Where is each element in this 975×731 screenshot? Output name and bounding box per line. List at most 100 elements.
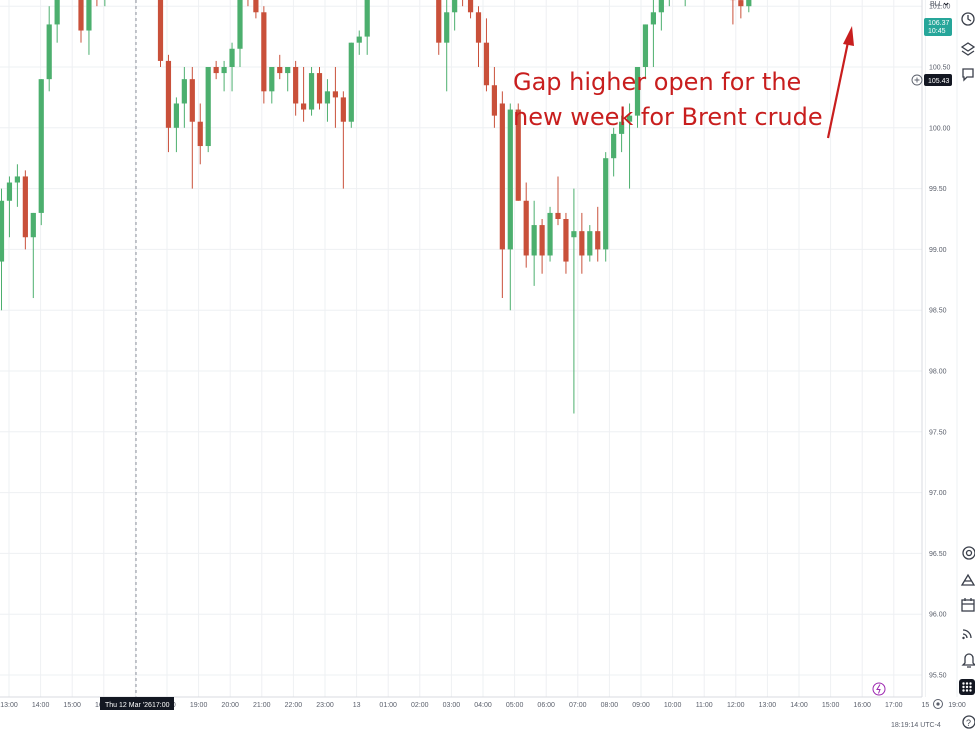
candle	[467, 0, 474, 19]
candle-body	[547, 212, 553, 256]
candle-body	[269, 67, 275, 92]
bell-icon[interactable]	[961, 653, 975, 668]
symbol-label[interactable]: BLL	[930, 1, 943, 8]
candle	[324, 79, 331, 122]
time-axis[interactable]: 13:0014:0015:0016:0017:0018:0019:0020:00…	[0, 702, 966, 709]
candle-body	[483, 42, 490, 86]
candle-body	[587, 231, 593, 256]
price-tick-label: 96.50	[929, 551, 947, 558]
candle	[634, 67, 641, 128]
candle	[253, 0, 259, 19]
broadcast-icon[interactable]	[962, 629, 972, 640]
candle	[531, 200, 537, 286]
candle-body	[6, 182, 13, 201]
candle	[539, 219, 545, 274]
candle	[491, 67, 497, 128]
price-axis[interactable]: 106.50106.00105.50105.00104.50104.00103.…	[929, 0, 951, 680]
time-tick-label: 22:00	[285, 702, 303, 709]
candle	[46, 6, 52, 92]
candle	[483, 18, 490, 92]
candle	[308, 67, 315, 116]
time-tick-label: 15	[922, 702, 930, 709]
candle	[658, 0, 664, 31]
candle-body	[571, 231, 577, 238]
candle-body	[332, 91, 338, 98]
candle	[730, 0, 736, 25]
candle	[205, 67, 211, 153]
time-tick-label: 16:00	[853, 702, 871, 709]
candle-body	[555, 212, 561, 219]
clock-icon[interactable]	[961, 12, 975, 26]
time-tick-label: 20:00	[221, 702, 239, 709]
time-tick-label: 19:00	[948, 702, 966, 709]
candle	[668, 0, 670, 7]
candle-body	[642, 24, 649, 67]
candle	[348, 42, 354, 128]
candle	[547, 206, 553, 262]
candle	[22, 170, 28, 250]
candle	[261, 6, 267, 104]
candle-body	[523, 200, 529, 256]
time-tick-label: 12:00	[727, 702, 745, 709]
time-tick-label: 11:00	[696, 702, 713, 709]
price-tick-label: 98.50	[929, 308, 947, 315]
candle-body	[157, 0, 164, 61]
candle	[642, 24, 649, 80]
calendar-icon[interactable]	[961, 598, 975, 612]
candle	[603, 152, 609, 262]
grid-icon[interactable]	[959, 679, 975, 695]
candle	[221, 60, 227, 92]
candle-body	[22, 176, 28, 238]
crosshair-price-badge: 105.43	[911, 74, 952, 86]
gear-icon[interactable]	[933, 699, 943, 709]
time-tick-label: 09:00	[632, 702, 650, 709]
candle	[507, 103, 513, 311]
price-tick-label: 101.00	[929, 4, 951, 11]
chat-icon[interactable]	[962, 68, 974, 82]
chart-grid	[0, 0, 958, 697]
time-tick-label: 07:00	[569, 702, 587, 709]
last-price-value: 106.37	[928, 20, 950, 27]
chevron-down-icon[interactable]	[943, 2, 949, 6]
candle	[293, 60, 299, 116]
time-tick-label: 14:00	[32, 702, 50, 709]
candle	[555, 176, 561, 226]
help-icon[interactable]: ?	[962, 715, 975, 729]
candle-body	[301, 103, 307, 110]
time-tick-label: 19:00	[190, 702, 208, 709]
time-tick-label: 06:00	[537, 702, 555, 709]
candle	[213, 60, 219, 80]
candle	[595, 206, 601, 262]
candle	[54, 0, 60, 43]
candle-body	[261, 12, 267, 92]
time-tick-label: 14:00	[790, 702, 808, 709]
price-tick-label: 95.50	[929, 673, 947, 680]
time-tick-label: 03:00	[443, 702, 461, 709]
candle-body	[30, 212, 36, 238]
candle	[571, 188, 577, 414]
candle	[14, 164, 20, 207]
candle-body	[285, 67, 291, 74]
candle	[189, 67, 195, 189]
time-tick-label: 23:00	[316, 702, 334, 709]
time-tick-label: 15:00	[63, 702, 81, 709]
candle-body	[499, 103, 505, 250]
candle-body	[0, 200, 5, 262]
time-tick-label: 13	[353, 702, 361, 709]
target-icon[interactable]	[962, 546, 975, 560]
chart-pattern-icon[interactable]	[960, 573, 975, 586]
candle-body	[54, 0, 60, 25]
candle-body	[293, 67, 299, 104]
candle-body	[436, 0, 442, 43]
candle-body	[46, 24, 52, 80]
lightning-icon[interactable]	[872, 682, 886, 696]
candle	[78, 0, 84, 43]
candle-body	[237, 0, 243, 49]
candle	[436, 0, 442, 55]
layers-icon[interactable]	[960, 42, 975, 56]
candle-body	[277, 67, 283, 74]
candle-body	[452, 0, 458, 13]
candle-body	[515, 109, 521, 201]
price-tick-label: 97.00	[929, 490, 947, 497]
